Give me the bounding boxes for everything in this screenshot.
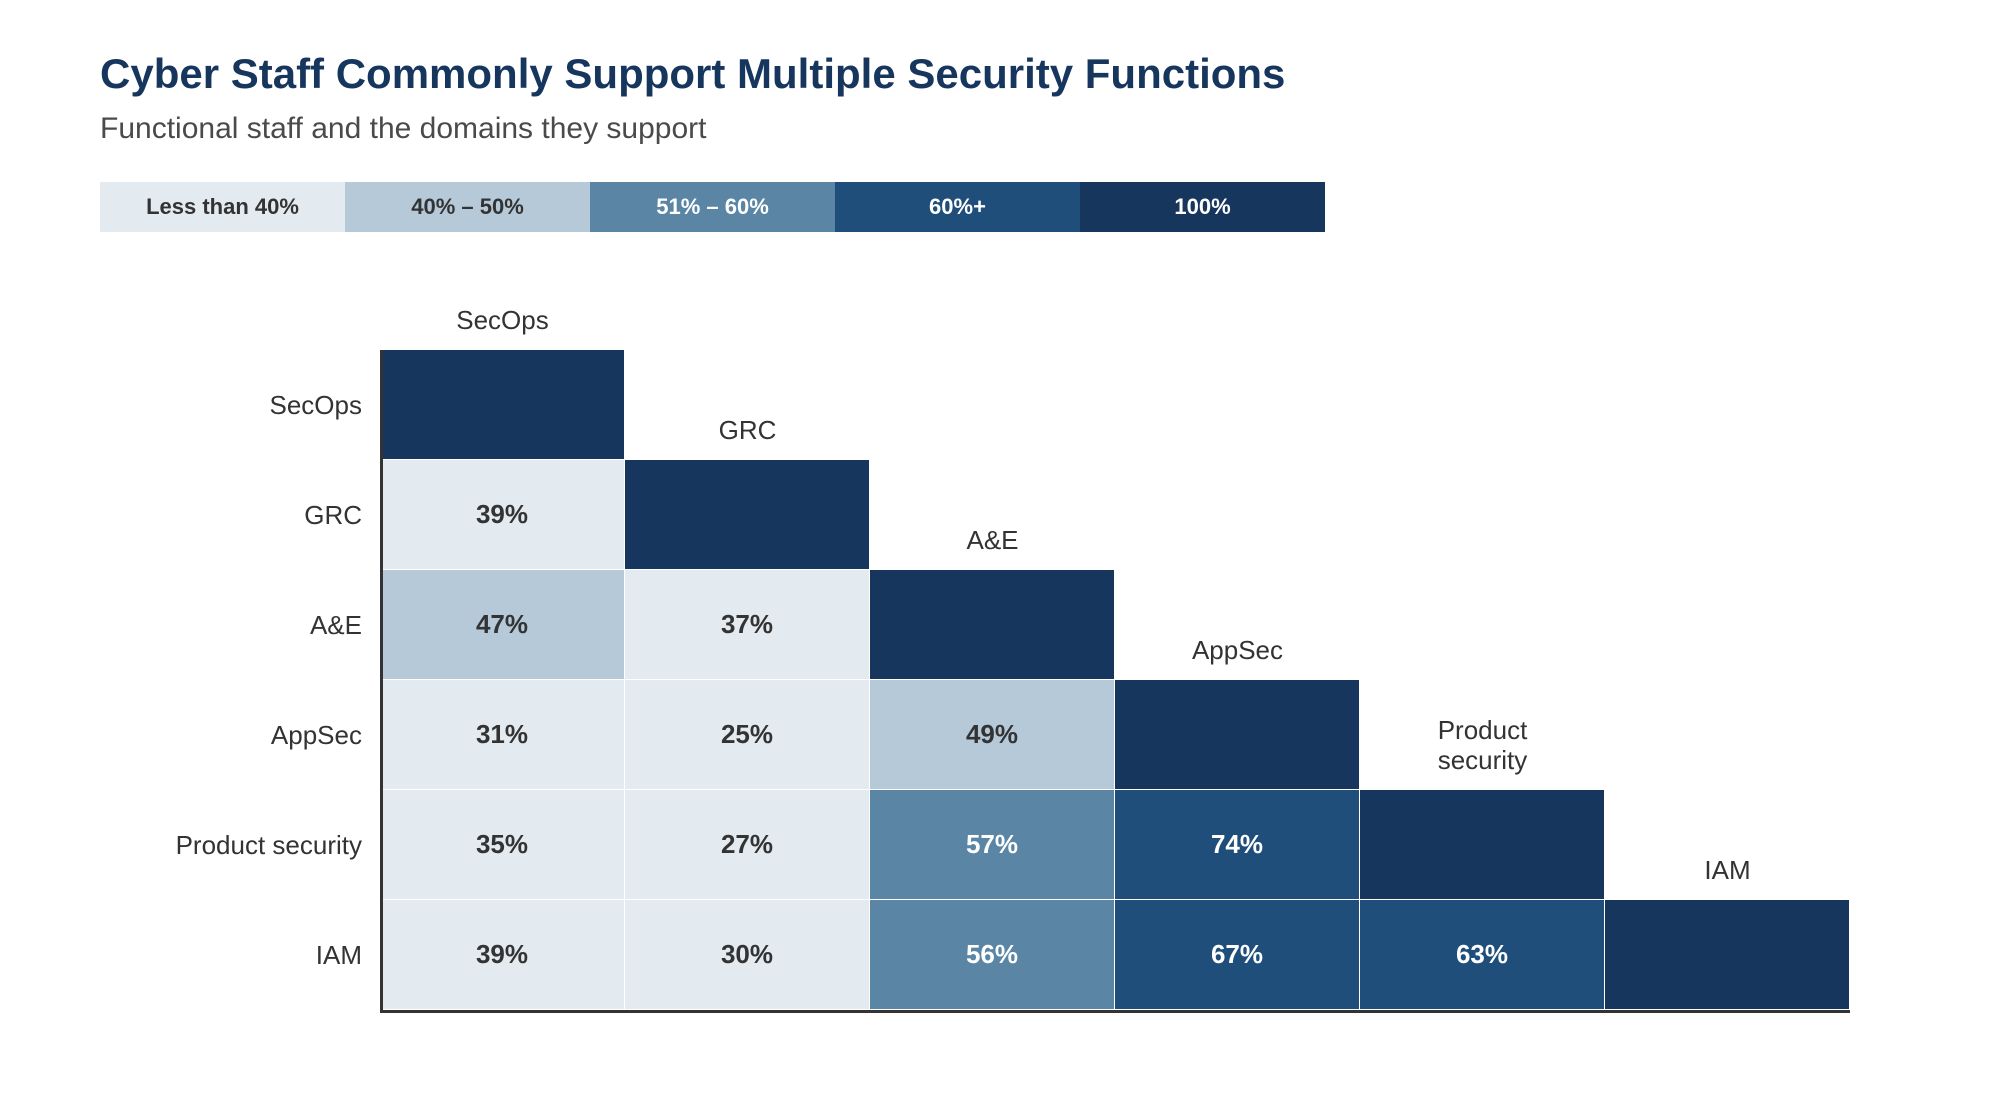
legend-item: Less than 40% — [100, 182, 345, 232]
empty-cell — [1605, 680, 1850, 790]
col-header: GRC — [625, 350, 870, 460]
heatmap-cell: 49% — [870, 680, 1115, 790]
empty-cell — [1360, 460, 1605, 570]
row-label: Product security — [120, 790, 380, 900]
row-label: AppSec — [120, 680, 380, 790]
legend: Less than 40%40% – 50%51% – 60%60%+100% — [100, 182, 1899, 232]
row-label: IAM — [120, 900, 380, 1010]
heatmap-cell: 63% — [1360, 900, 1605, 1010]
heatmap-cell: 27% — [625, 790, 870, 900]
heatmap-cell: 47% — [380, 570, 625, 680]
heatmap-cell: 67% — [1115, 900, 1360, 1010]
legend-item: 100% — [1080, 182, 1325, 232]
heatmap-cell: 56% — [870, 900, 1115, 1010]
chart-subtitle: Functional staff and the domains they su… — [100, 112, 1899, 146]
col-header: Productsecurity — [1360, 680, 1605, 790]
heatmap-cell: 74% — [1115, 790, 1360, 900]
row-label: GRC — [120, 460, 380, 570]
empty-cell — [1115, 460, 1360, 570]
col-header: AppSec — [1115, 570, 1360, 680]
legend-item: 40% – 50% — [345, 182, 590, 232]
row-label: SecOps — [120, 350, 380, 460]
heatmap-cell: 30% — [625, 900, 870, 1010]
chart-title: Cyber Staff Commonly Support Multiple Se… — [100, 50, 1899, 98]
row-label: A&E — [120, 570, 380, 680]
col-header: IAM — [1605, 790, 1850, 900]
heatmap-cell: 25% — [625, 680, 870, 790]
heatmap-cell: 39% — [380, 900, 625, 1010]
empty-cell — [870, 350, 1115, 460]
legend-item: 51% – 60% — [590, 182, 835, 232]
axis-bottom — [380, 1010, 1850, 1013]
heatmap-grid: SecOpsSecOpsGRCGRC39%A&EA&E47%37%AppSecA… — [120, 280, 1899, 1010]
heatmap-cell — [1605, 900, 1850, 1010]
page-root: Cyber Staff Commonly Support Multiple Se… — [0, 0, 1999, 1108]
heatmap-cell — [870, 570, 1115, 680]
empty-cell — [1605, 350, 1850, 460]
heatmap-cell — [625, 460, 870, 570]
empty-cell — [1605, 570, 1850, 680]
empty-cell — [1360, 350, 1605, 460]
empty-cell — [1605, 460, 1850, 570]
heatmap-cell: 39% — [380, 460, 625, 570]
empty-cell — [1115, 350, 1360, 460]
heatmap-cell: 31% — [380, 680, 625, 790]
heatmap-cell: 37% — [625, 570, 870, 680]
heatmap-container: SecOpsSecOpsGRCGRC39%A&EA&E47%37%AppSecA… — [120, 280, 1899, 1013]
heatmap-cell — [1115, 680, 1360, 790]
col-header: A&E — [870, 460, 1115, 570]
heatmap-cell: 35% — [380, 790, 625, 900]
heatmap-cell: 57% — [870, 790, 1115, 900]
heatmap-cell — [1360, 790, 1605, 900]
col-header: SecOps — [380, 280, 625, 350]
empty-cell — [1360, 570, 1605, 680]
heatmap-cell — [380, 350, 625, 460]
legend-item: 60%+ — [835, 182, 1080, 232]
